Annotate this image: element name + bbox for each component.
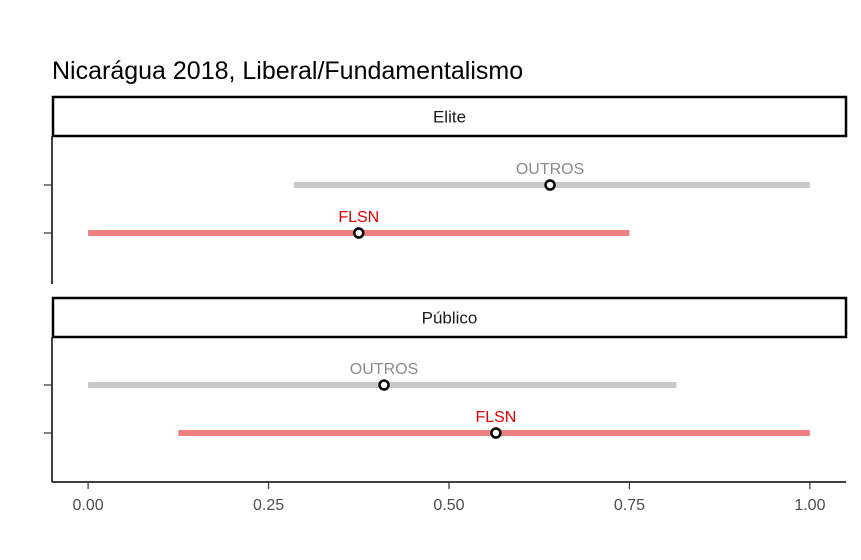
point-estimate-flsn: [353, 227, 365, 239]
x-tick-label: 0.00: [73, 497, 104, 514]
panel-strip: [51, 95, 848, 138]
point-estimate-outros: [544, 179, 556, 191]
point-estimate-flsn: [490, 427, 502, 439]
chart-title: Nicarágua 2018, Liberal/Fundamentalismo: [52, 57, 523, 85]
x-tick-label: 1.00: [794, 497, 825, 514]
chart-panels: Elite OUTROS FLSN Público OUTROS FLSN: [44, 95, 848, 482]
panel-strip-label: Público: [422, 309, 478, 328]
panel-strip: [51, 296, 848, 339]
point-label-flsn: FLSN: [475, 409, 516, 426]
point-label-outros: OUTROS: [350, 361, 418, 378]
panel-strip-label: Elite: [433, 108, 466, 127]
point-estimate-outros: [378, 379, 390, 391]
x-tick-label: 0.50: [433, 497, 464, 514]
panel-publico: Público OUTROS FLSN: [44, 296, 848, 482]
x-tick-label: 0.75: [614, 497, 645, 514]
x-tick-label: 0.25: [253, 497, 284, 514]
point-label-flsn: FLSN: [338, 209, 379, 226]
x-axis: 0.00 0.25 0.50 0.75 1.00: [52, 481, 846, 514]
panel-elite: Elite OUTROS FLSN: [44, 95, 848, 284]
point-label-outros: OUTROS: [516, 161, 584, 178]
